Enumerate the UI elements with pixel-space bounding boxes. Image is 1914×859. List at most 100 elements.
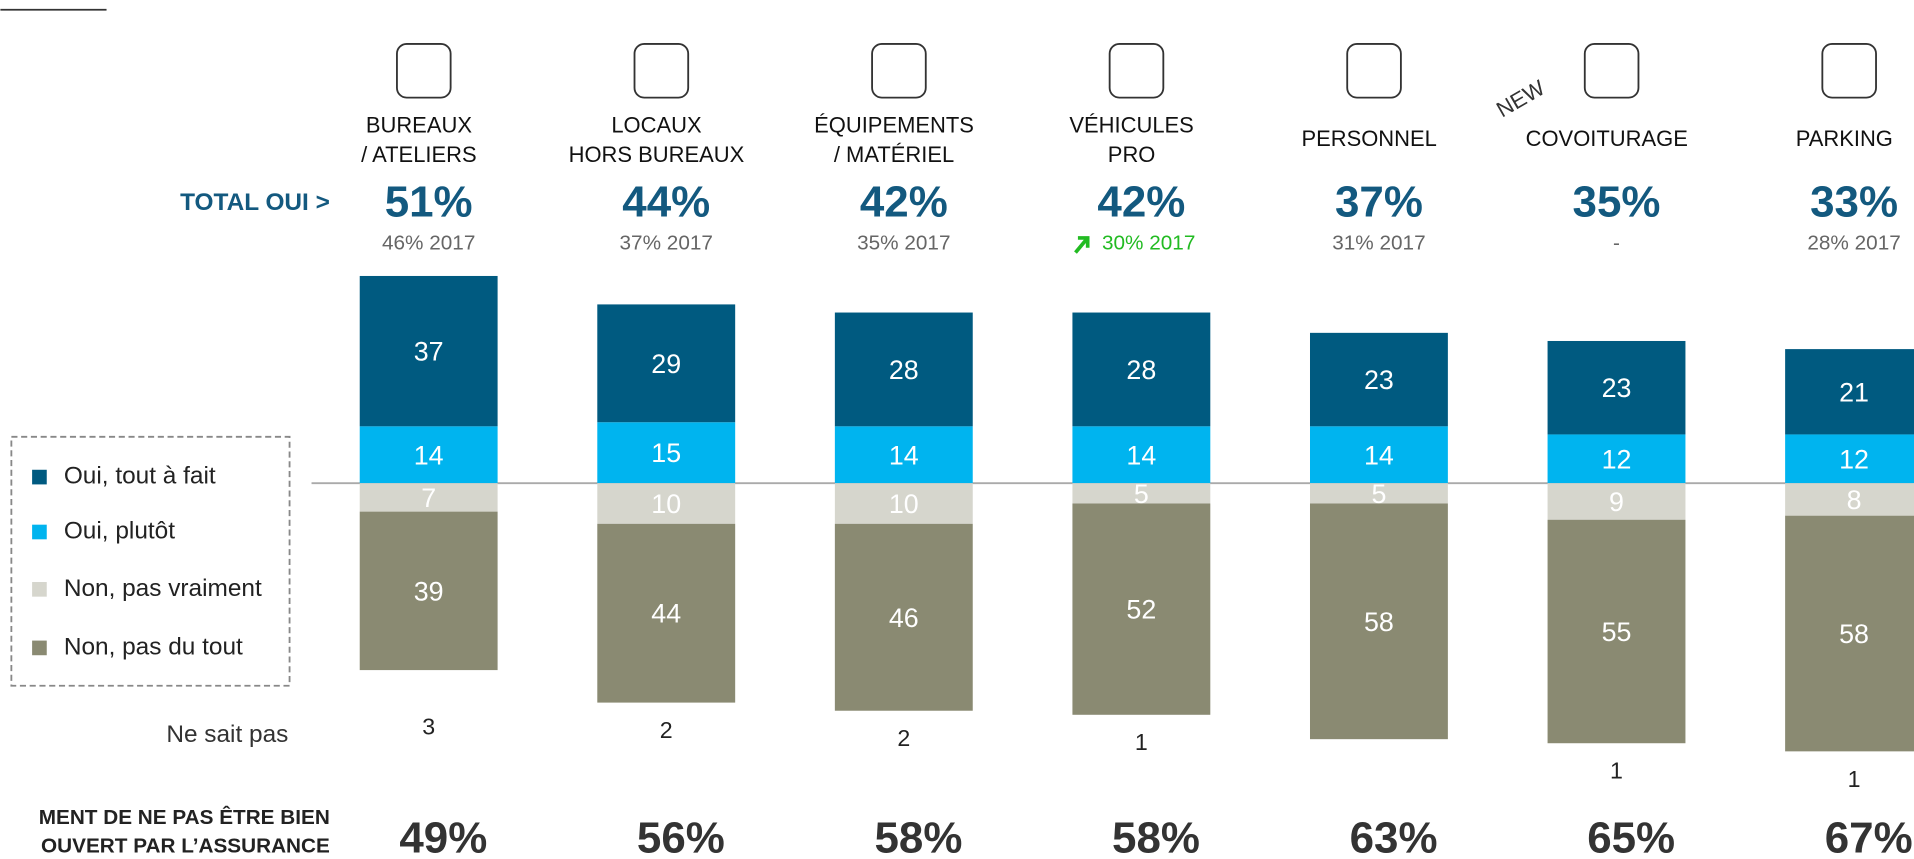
icon xyxy=(1583,43,1640,99)
value-label: 46 xyxy=(889,603,919,633)
dont-know-label: Ne sait pas xyxy=(166,721,288,748)
value-label: 10 xyxy=(889,489,919,519)
bar-segment xyxy=(1072,483,1211,504)
legend-swatch xyxy=(32,524,47,540)
bar-segment xyxy=(597,523,736,703)
bar-segment xyxy=(1785,434,1914,484)
value-label: 15 xyxy=(651,438,681,468)
previous-value: 46% 2017 xyxy=(382,232,475,255)
value-label: 5 xyxy=(1371,479,1386,509)
value-label: 5 xyxy=(1134,479,1149,509)
bar-segment xyxy=(834,483,973,524)
bottom-value: 58% xyxy=(874,813,962,859)
icon xyxy=(1821,43,1877,99)
legend-label: Oui, tout à fait xyxy=(64,463,216,490)
value-label: 14 xyxy=(414,440,444,470)
bar-segment xyxy=(1309,332,1448,427)
category-label: BUREAUX xyxy=(366,113,472,138)
bar-segment xyxy=(597,304,736,423)
previous-value: 28% 2017 xyxy=(1807,232,1900,255)
icon xyxy=(633,43,690,99)
value-label: 55 xyxy=(1602,617,1632,647)
value-label: 23 xyxy=(1602,373,1632,403)
bar-segment xyxy=(1072,426,1211,484)
category-label: PRO xyxy=(1108,142,1156,167)
legend-swatch xyxy=(32,582,47,597)
dont-know-value: 2 xyxy=(897,725,910,751)
value-label: 28 xyxy=(1126,355,1156,385)
bar-segment xyxy=(1785,349,1914,435)
legend-box xyxy=(10,435,291,687)
value-label: 52 xyxy=(1126,595,1156,625)
legend-swatch xyxy=(32,469,47,485)
bar-segment xyxy=(834,312,973,427)
total-value: 37% xyxy=(1335,178,1423,227)
bottom-value: 49% xyxy=(399,813,487,859)
value-label: 28 xyxy=(889,355,919,385)
legend-label: Oui, plutôt xyxy=(64,517,175,544)
legend-swatch xyxy=(32,640,47,656)
value-label: 44 xyxy=(651,599,681,629)
bottom-value: 56% xyxy=(637,813,725,859)
bar-segment xyxy=(1309,483,1448,504)
bottom-label: OUVERT PAR L’ASSURANCE xyxy=(41,834,330,857)
total-value: 42% xyxy=(860,178,948,227)
bar-segment xyxy=(1072,312,1211,427)
bar-segment xyxy=(597,483,736,524)
icon xyxy=(1108,43,1165,99)
total-value: 42% xyxy=(1097,178,1185,227)
legend-label: Non, pas vraiment xyxy=(64,575,262,602)
total-label: TOTAL OUI > xyxy=(180,189,330,216)
dont-know-value: 2 xyxy=(660,717,673,743)
dont-know-value: 3 xyxy=(422,714,435,740)
value-label: 14 xyxy=(1364,440,1394,470)
bottom-label: MENT DE NE PAS ÊTRE BIEN xyxy=(39,805,330,829)
value-label: 14 xyxy=(1126,440,1156,470)
bar-segment xyxy=(1547,340,1686,435)
bar-segment xyxy=(1072,503,1211,715)
category-label: PARKING xyxy=(1796,126,1893,151)
bar-segment xyxy=(1785,483,1914,516)
bottom-value: 65% xyxy=(1587,813,1675,859)
category-label: / MATÉRIEL xyxy=(834,142,954,167)
bar-segment xyxy=(1309,503,1448,740)
value-label: 10 xyxy=(651,489,681,519)
bar-segment xyxy=(359,483,498,512)
bottom-value: 67% xyxy=(1825,813,1913,859)
previous-value: 30% 2017 xyxy=(1102,232,1195,255)
bar-segment xyxy=(359,511,498,671)
value-label: 29 xyxy=(651,349,681,379)
value-label: 14 xyxy=(889,440,919,470)
value-label: 12 xyxy=(1839,444,1869,474)
category-label: LOCAUX xyxy=(611,113,702,138)
category-label: VÉHICULES xyxy=(1069,113,1193,138)
bar-segment xyxy=(834,523,973,711)
category-label: COVOITURAGE xyxy=(1526,126,1688,151)
value-label: 7 xyxy=(421,483,436,513)
value-label: 39 xyxy=(414,576,444,606)
bar-segment xyxy=(359,426,498,484)
value-label: 37 xyxy=(414,337,444,367)
value-label: 58 xyxy=(1364,607,1394,637)
total-value: 51% xyxy=(385,178,473,227)
category-label: / ATELIERS xyxy=(361,142,477,167)
total-value: 44% xyxy=(622,178,710,227)
icon xyxy=(871,43,927,99)
bar-segment xyxy=(1547,483,1686,520)
category-label: ÉQUIPEMENTS xyxy=(814,113,974,138)
previous-value: 37% 2017 xyxy=(620,232,713,255)
dont-know-value: 1 xyxy=(1610,758,1623,784)
value-label: 21 xyxy=(1839,377,1869,407)
bottom-value: 63% xyxy=(1350,813,1438,859)
bar-segment xyxy=(834,426,973,484)
bottom-value: 58% xyxy=(1112,813,1200,859)
trend-arrow xyxy=(1074,236,1090,254)
previous-value: 35% 2017 xyxy=(857,232,950,255)
value-label: 12 xyxy=(1602,444,1632,474)
category-label: PERSONNEL xyxy=(1301,126,1436,151)
bar-segment xyxy=(1547,434,1686,484)
new-tag: NEW xyxy=(1492,75,1549,122)
bar-segment xyxy=(359,275,498,427)
